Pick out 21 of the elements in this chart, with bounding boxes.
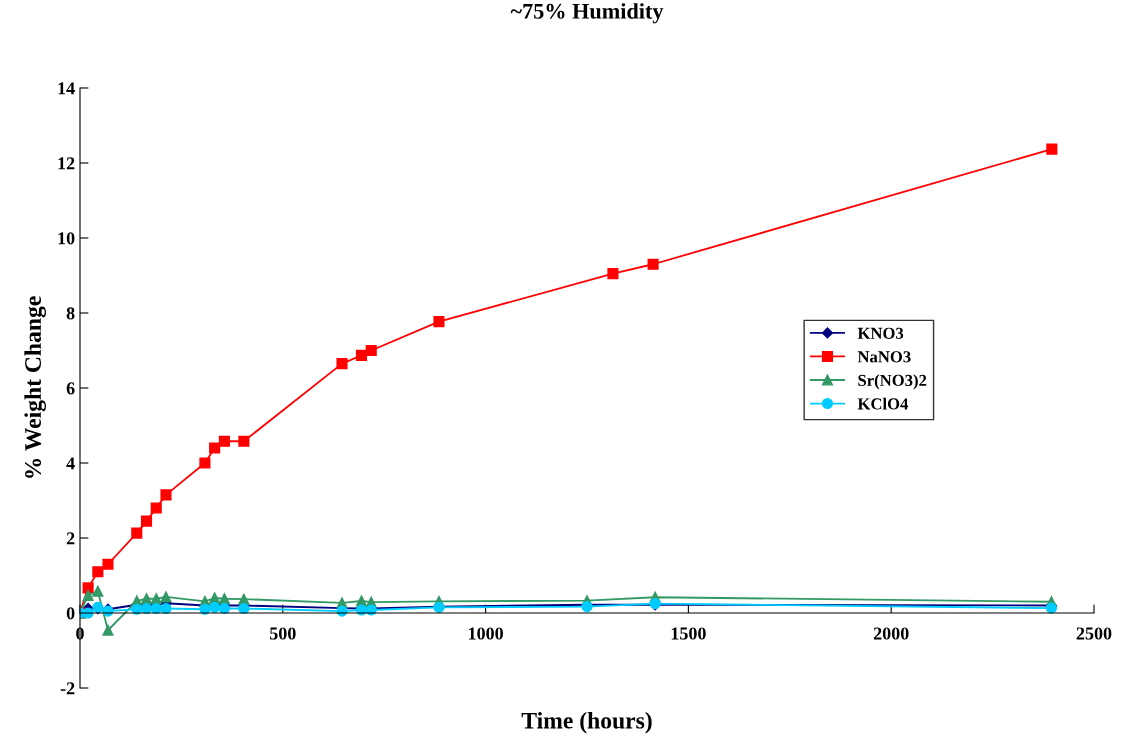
x-tick-label: 1500	[671, 627, 706, 640]
y-tick-label: 0	[66, 607, 75, 620]
x-tick-label: 500	[269, 627, 296, 640]
y-axis-title: % Weight Change	[24, 296, 46, 478]
y-tick-label: 4	[66, 457, 75, 470]
y-tick-label: 6	[66, 382, 75, 395]
y-tick-label: 10	[58, 232, 75, 245]
legend-label: NaNO3	[857, 351, 911, 363]
y-tick-label: -2	[60, 682, 75, 695]
legend-label: Sr(NO3)2	[858, 374, 927, 390]
chart-title: ~75% Humidity	[510, 3, 664, 24]
legend-label: KNO3	[857, 327, 904, 339]
x-tick-label: 2000	[873, 627, 909, 640]
y-tick-label: 12	[58, 157, 75, 170]
y-tick-label: 8	[66, 307, 75, 320]
y-tick-label: 14	[58, 82, 75, 95]
x-tick-label: 2500	[1076, 627, 1112, 640]
x-tick-label: 1000	[468, 627, 503, 640]
x-axis-title: Time (hours)	[521, 712, 652, 734]
y-tick-label: 2	[66, 532, 75, 545]
legend-label: KClO4	[857, 397, 909, 410]
